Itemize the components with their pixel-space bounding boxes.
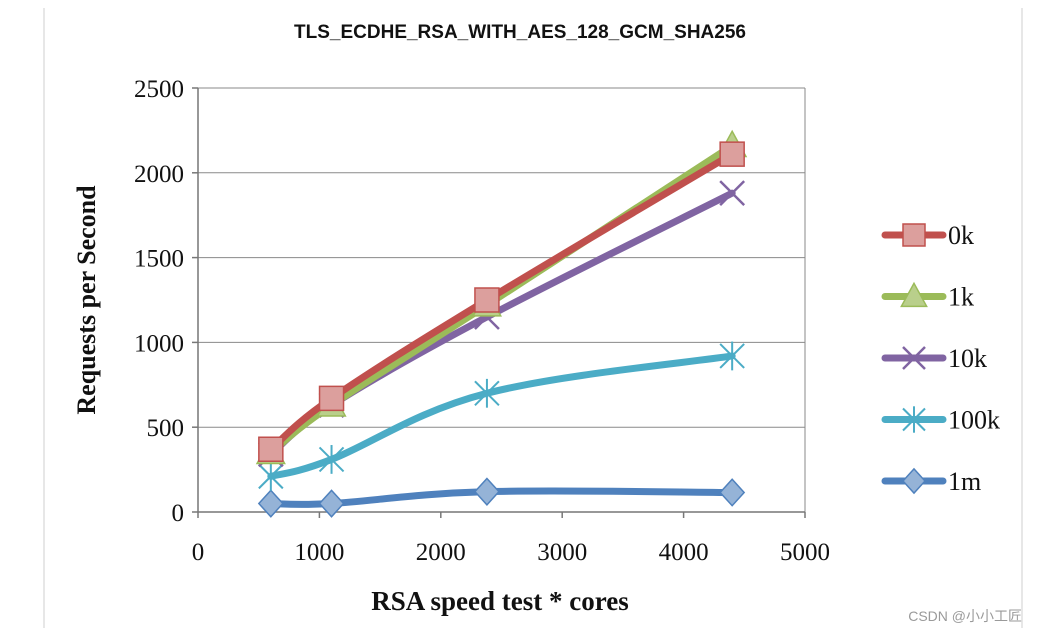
legend-label: 0k <box>948 221 974 250</box>
legend: 0k 1k 10k 100k 1m <box>881 221 1000 496</box>
series-10k <box>257 180 746 468</box>
marker-star <box>902 406 926 433</box>
grid-lines <box>198 87 806 512</box>
y-tick-label: 500 <box>147 415 185 442</box>
series-1m <box>257 477 746 518</box>
data-point-1m-3 <box>719 478 746 507</box>
legend-label: 10k <box>948 344 987 373</box>
x-tick-label: 0 <box>192 539 205 566</box>
marker-square <box>902 223 926 247</box>
marker-x <box>902 346 926 370</box>
y-tick-label: 1500 <box>134 246 184 273</box>
legend-item-1m: 1m <box>881 467 981 496</box>
x-tick-label: 1000 <box>294 539 344 566</box>
y-axis-label: Requests per Second <box>72 185 101 415</box>
data-point-1m-2 <box>473 477 500 506</box>
series-group <box>255 129 748 518</box>
x-tick-label: 2000 <box>416 539 466 566</box>
data-point-0k-3 <box>719 141 745 167</box>
legend-item-10k: 10k <box>881 344 987 373</box>
data-point-1m-1 <box>318 489 345 518</box>
data-point-0k-2 <box>474 287 500 313</box>
data-point-0k-0 <box>258 436 284 462</box>
watermark: CSDN @小小工匠 <box>908 608 1022 624</box>
data-point-10k-3 <box>719 180 746 207</box>
y-tick-label: 2000 <box>134 161 184 188</box>
legend-item-0k: 0k <box>881 221 974 250</box>
series-line-100k <box>267 352 736 480</box>
series-100k <box>258 341 745 491</box>
legend-label: 1m <box>948 467 981 496</box>
series-line-0k <box>267 150 736 453</box>
marker-x-stroke <box>902 346 926 370</box>
series-1k <box>255 129 748 465</box>
data-point-100k-0 <box>258 461 284 491</box>
y-tick-label: 2500 <box>134 76 184 103</box>
series-0k <box>258 141 745 462</box>
x-axis-label: RSA speed test * cores <box>371 586 628 616</box>
legend-label: 1k <box>948 283 974 312</box>
x-tick-label: 5000 <box>780 539 830 566</box>
data-point-100k-2 <box>474 378 500 408</box>
data-point-100k-1 <box>318 445 345 474</box>
legend-label: 100k <box>948 406 1000 435</box>
x-tick-label: 4000 <box>659 539 709 566</box>
marker-x-stroke <box>719 180 746 207</box>
tick-labels: 0 500 1000 1500 2000 2500 0 1000 2000 3000 4000 500… <box>134 76 830 566</box>
axes <box>192 87 806 518</box>
x-tick-label: 3000 <box>537 539 587 566</box>
chart-title: TLS_ECDHE_RSA_WITH_AES_128_GCM_SHA256 <box>294 22 746 43</box>
marker-diamond <box>901 467 927 495</box>
legend-item-100k: 100k <box>881 406 1000 435</box>
data-point-0k-1 <box>318 385 345 412</box>
marker-triangle <box>900 281 928 308</box>
legend-item-1k: 1k <box>881 281 974 312</box>
y-tick-label: 1000 <box>134 330 184 357</box>
y-tick-label: 0 <box>172 500 185 527</box>
data-point-100k-3 <box>719 341 745 371</box>
data-point-1m-0 <box>257 489 284 518</box>
series-line-1m <box>267 487 736 508</box>
